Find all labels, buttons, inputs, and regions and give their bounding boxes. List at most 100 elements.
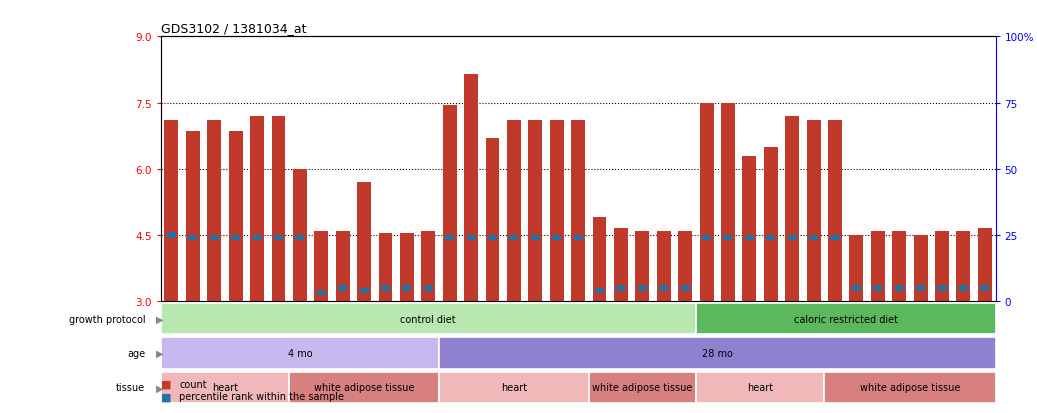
FancyBboxPatch shape bbox=[439, 337, 996, 369]
Bar bbox=[571, 121, 585, 301]
Bar bbox=[467, 235, 476, 240]
FancyBboxPatch shape bbox=[696, 303, 996, 335]
Bar bbox=[229, 132, 243, 301]
Bar bbox=[788, 235, 796, 240]
Bar bbox=[167, 233, 176, 238]
Text: caloric restricted diet: caloric restricted diet bbox=[793, 314, 898, 324]
Bar bbox=[660, 286, 668, 291]
Text: ▶: ▶ bbox=[156, 348, 163, 358]
Bar bbox=[186, 132, 200, 301]
Bar bbox=[916, 286, 925, 291]
Bar bbox=[379, 233, 392, 301]
Text: control diet: control diet bbox=[400, 314, 456, 324]
Bar bbox=[828, 121, 842, 301]
Bar bbox=[465, 75, 478, 301]
Bar bbox=[724, 235, 732, 240]
FancyBboxPatch shape bbox=[161, 337, 439, 369]
Bar bbox=[678, 231, 692, 301]
Text: tissue: tissue bbox=[116, 382, 145, 392]
Bar bbox=[636, 231, 649, 301]
Bar bbox=[443, 105, 456, 301]
Bar bbox=[978, 229, 991, 301]
Bar bbox=[595, 288, 605, 293]
Bar bbox=[956, 231, 971, 301]
Bar bbox=[296, 235, 305, 240]
Text: ■: ■ bbox=[161, 379, 171, 389]
Text: ■: ■ bbox=[161, 392, 171, 401]
Bar bbox=[207, 121, 221, 301]
Text: heart: heart bbox=[747, 382, 774, 392]
Bar bbox=[338, 286, 347, 291]
FancyBboxPatch shape bbox=[289, 372, 439, 404]
Bar bbox=[485, 138, 500, 301]
Bar bbox=[807, 121, 820, 301]
Bar bbox=[381, 286, 390, 291]
Bar bbox=[209, 235, 219, 240]
Bar bbox=[573, 235, 583, 240]
Bar bbox=[937, 286, 947, 291]
FancyBboxPatch shape bbox=[696, 372, 824, 404]
Text: white adipose tissue: white adipose tissue bbox=[592, 382, 693, 392]
Bar bbox=[745, 235, 754, 240]
Bar bbox=[766, 235, 776, 240]
Bar bbox=[253, 235, 261, 240]
Bar bbox=[831, 235, 840, 240]
Text: count: count bbox=[179, 379, 207, 389]
Bar bbox=[445, 235, 454, 240]
Text: heart: heart bbox=[212, 382, 239, 392]
Text: percentile rank within the sample: percentile rank within the sample bbox=[179, 392, 344, 401]
Bar bbox=[189, 235, 197, 240]
FancyBboxPatch shape bbox=[161, 372, 289, 404]
Bar bbox=[507, 121, 521, 301]
Bar bbox=[895, 286, 903, 291]
Bar bbox=[552, 235, 561, 240]
Bar bbox=[400, 233, 414, 301]
Text: ▶: ▶ bbox=[156, 382, 163, 392]
Bar bbox=[809, 235, 818, 240]
Bar bbox=[785, 116, 800, 301]
Bar bbox=[421, 231, 436, 301]
Bar bbox=[656, 231, 671, 301]
Bar bbox=[764, 147, 778, 301]
Bar bbox=[914, 235, 927, 301]
Bar bbox=[424, 286, 432, 291]
Text: 4 mo: 4 mo bbox=[287, 348, 312, 358]
Bar bbox=[314, 231, 329, 301]
Bar bbox=[614, 229, 627, 301]
Bar bbox=[550, 121, 564, 301]
Text: 28 mo: 28 mo bbox=[702, 348, 733, 358]
Bar bbox=[531, 235, 540, 240]
Bar bbox=[402, 286, 412, 291]
Text: ▶: ▶ bbox=[156, 314, 163, 324]
Bar bbox=[360, 288, 368, 293]
FancyBboxPatch shape bbox=[589, 372, 696, 404]
Bar bbox=[700, 103, 713, 301]
Bar bbox=[702, 235, 711, 240]
FancyBboxPatch shape bbox=[161, 303, 696, 335]
Bar bbox=[250, 116, 264, 301]
Bar bbox=[316, 290, 326, 295]
FancyBboxPatch shape bbox=[824, 372, 996, 404]
Bar bbox=[851, 286, 861, 291]
Bar bbox=[742, 156, 756, 301]
Bar bbox=[638, 286, 647, 291]
Text: growth protocol: growth protocol bbox=[68, 314, 145, 324]
Bar bbox=[616, 286, 625, 291]
Bar bbox=[272, 116, 285, 301]
Text: heart: heart bbox=[501, 382, 527, 392]
Bar bbox=[231, 235, 241, 240]
Bar bbox=[959, 286, 968, 291]
Bar bbox=[292, 169, 307, 301]
Bar bbox=[892, 231, 906, 301]
Bar bbox=[336, 231, 349, 301]
Bar bbox=[935, 231, 949, 301]
Bar bbox=[488, 235, 497, 240]
Bar bbox=[274, 235, 283, 240]
Bar bbox=[165, 121, 178, 301]
Bar bbox=[871, 231, 885, 301]
Bar bbox=[357, 183, 371, 301]
Bar bbox=[980, 286, 989, 291]
Text: white adipose tissue: white adipose tissue bbox=[314, 382, 414, 392]
Text: white adipose tissue: white adipose tissue bbox=[860, 382, 960, 392]
Bar bbox=[529, 121, 542, 301]
